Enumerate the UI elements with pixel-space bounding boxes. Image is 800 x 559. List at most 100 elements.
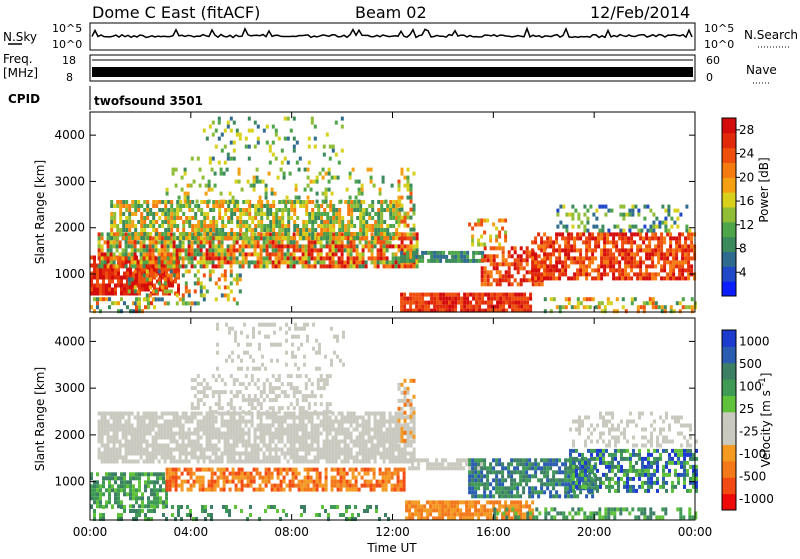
heatmap-cell	[119, 412, 122, 416]
heatmap-cell	[268, 480, 271, 484]
heatmap-cell	[454, 259, 457, 263]
heatmap-cell	[164, 208, 167, 212]
heatmap-cell	[523, 305, 526, 309]
heatmap-cell	[125, 428, 128, 432]
heatmap-cell	[326, 424, 329, 428]
heatmap-cell	[289, 480, 292, 484]
heatmap-cell	[236, 216, 239, 220]
heatmap-cell	[311, 436, 314, 440]
heatmap-cell	[307, 196, 310, 200]
heatmap-cell	[379, 188, 382, 192]
heatmap-cell	[200, 208, 203, 212]
heatmap-cell	[621, 240, 624, 244]
heatmap-cell	[385, 480, 388, 484]
heatmap-cell	[305, 440, 308, 444]
heatmap-cell	[224, 260, 227, 264]
heatmap-cell	[215, 236, 218, 240]
heatmap-cell	[675, 236, 678, 240]
heatmap-cell	[344, 248, 347, 252]
heatmap-cell	[218, 161, 221, 165]
heatmap-cell	[606, 232, 609, 236]
heatmap-cell	[359, 444, 362, 448]
heatmap-cell	[209, 240, 212, 244]
heatmap-cell	[191, 200, 194, 204]
heatmap-cell	[167, 236, 170, 240]
heatmap-cell	[649, 229, 652, 233]
heatmap-cell	[131, 424, 134, 428]
heatmap-cell	[159, 476, 162, 480]
heatmap-cell	[586, 305, 589, 309]
heatmap-cell	[374, 452, 377, 456]
heatmap-cell	[146, 236, 149, 240]
heatmap-cell	[171, 284, 174, 288]
heatmap-cell	[126, 480, 129, 484]
heatmap-cell	[337, 480, 340, 484]
heatmap-cell	[534, 260, 537, 264]
heatmap-cell	[298, 484, 301, 488]
heatmap-cell	[185, 220, 188, 224]
heatmap-cell	[161, 456, 164, 460]
heatmap-cell	[347, 432, 350, 436]
heatmap-cell	[493, 258, 496, 262]
heatmap-cell	[169, 480, 172, 484]
heatmap-cell	[639, 276, 642, 280]
heatmap-cell	[487, 297, 490, 301]
heatmap-cell	[284, 432, 287, 436]
heatmap-cell	[190, 472, 193, 476]
heatmap-cell	[678, 276, 681, 280]
heatmap-cell	[185, 436, 188, 440]
heatmap-cell	[365, 452, 368, 456]
heatmap-cell	[359, 228, 362, 232]
heatmap-cell	[454, 305, 457, 309]
heatmap-cell	[290, 440, 293, 444]
heatmap-cell	[117, 496, 120, 500]
heatmap-cell	[403, 301, 406, 305]
heatmap-cell	[633, 252, 636, 256]
heatmap-cell	[173, 448, 176, 452]
heatmap-cell	[637, 309, 640, 313]
heatmap-cell	[132, 476, 135, 480]
heatmap-cell	[380, 204, 383, 208]
heatmap-cell	[466, 255, 469, 259]
heatmap-cell	[265, 484, 268, 488]
heatmap-cell	[194, 412, 197, 416]
heatmap-cell	[588, 272, 591, 276]
heatmap-cell	[307, 184, 310, 188]
heatmap-cell	[308, 244, 311, 248]
heatmap-cell	[135, 492, 138, 496]
heatmap-cell	[281, 424, 284, 428]
heatmap-cell	[227, 153, 230, 157]
heatmap-cell	[564, 248, 567, 252]
heatmap-cell	[361, 188, 364, 192]
heatmap-cell	[185, 256, 188, 260]
heatmap-cell	[325, 488, 328, 492]
heatmap-cell	[102, 297, 105, 301]
heatmap-cell	[687, 260, 690, 264]
heatmap-cell	[281, 432, 284, 436]
heatmap-cell	[117, 309, 120, 313]
heatmap-cell	[307, 476, 310, 480]
heatmap-cell	[191, 452, 194, 456]
heatmap-cell	[113, 240, 116, 244]
heatmap-cell	[107, 452, 110, 456]
heatmap-cell	[365, 220, 368, 224]
heatmap-cell	[394, 484, 397, 488]
heatmap-cell	[352, 488, 355, 492]
heatmap-cell	[125, 420, 128, 424]
heatmap-cell	[140, 424, 143, 428]
heatmap-cell	[618, 248, 621, 252]
heatmap-cell	[149, 260, 152, 264]
colorbar-swatch	[722, 222, 736, 237]
heatmap-cell	[501, 227, 504, 231]
heatmap-cell	[290, 444, 293, 448]
heatmap-cell	[143, 200, 146, 204]
heatmap-cell	[603, 248, 606, 252]
heatmap-cell	[296, 216, 299, 220]
heatmap-cell	[540, 260, 543, 264]
heatmap-cell	[511, 293, 514, 297]
heatmap-cell	[110, 256, 113, 260]
heatmap-cell	[323, 448, 326, 452]
heatmap-cell	[496, 270, 499, 274]
heatmap-cell	[194, 444, 197, 448]
